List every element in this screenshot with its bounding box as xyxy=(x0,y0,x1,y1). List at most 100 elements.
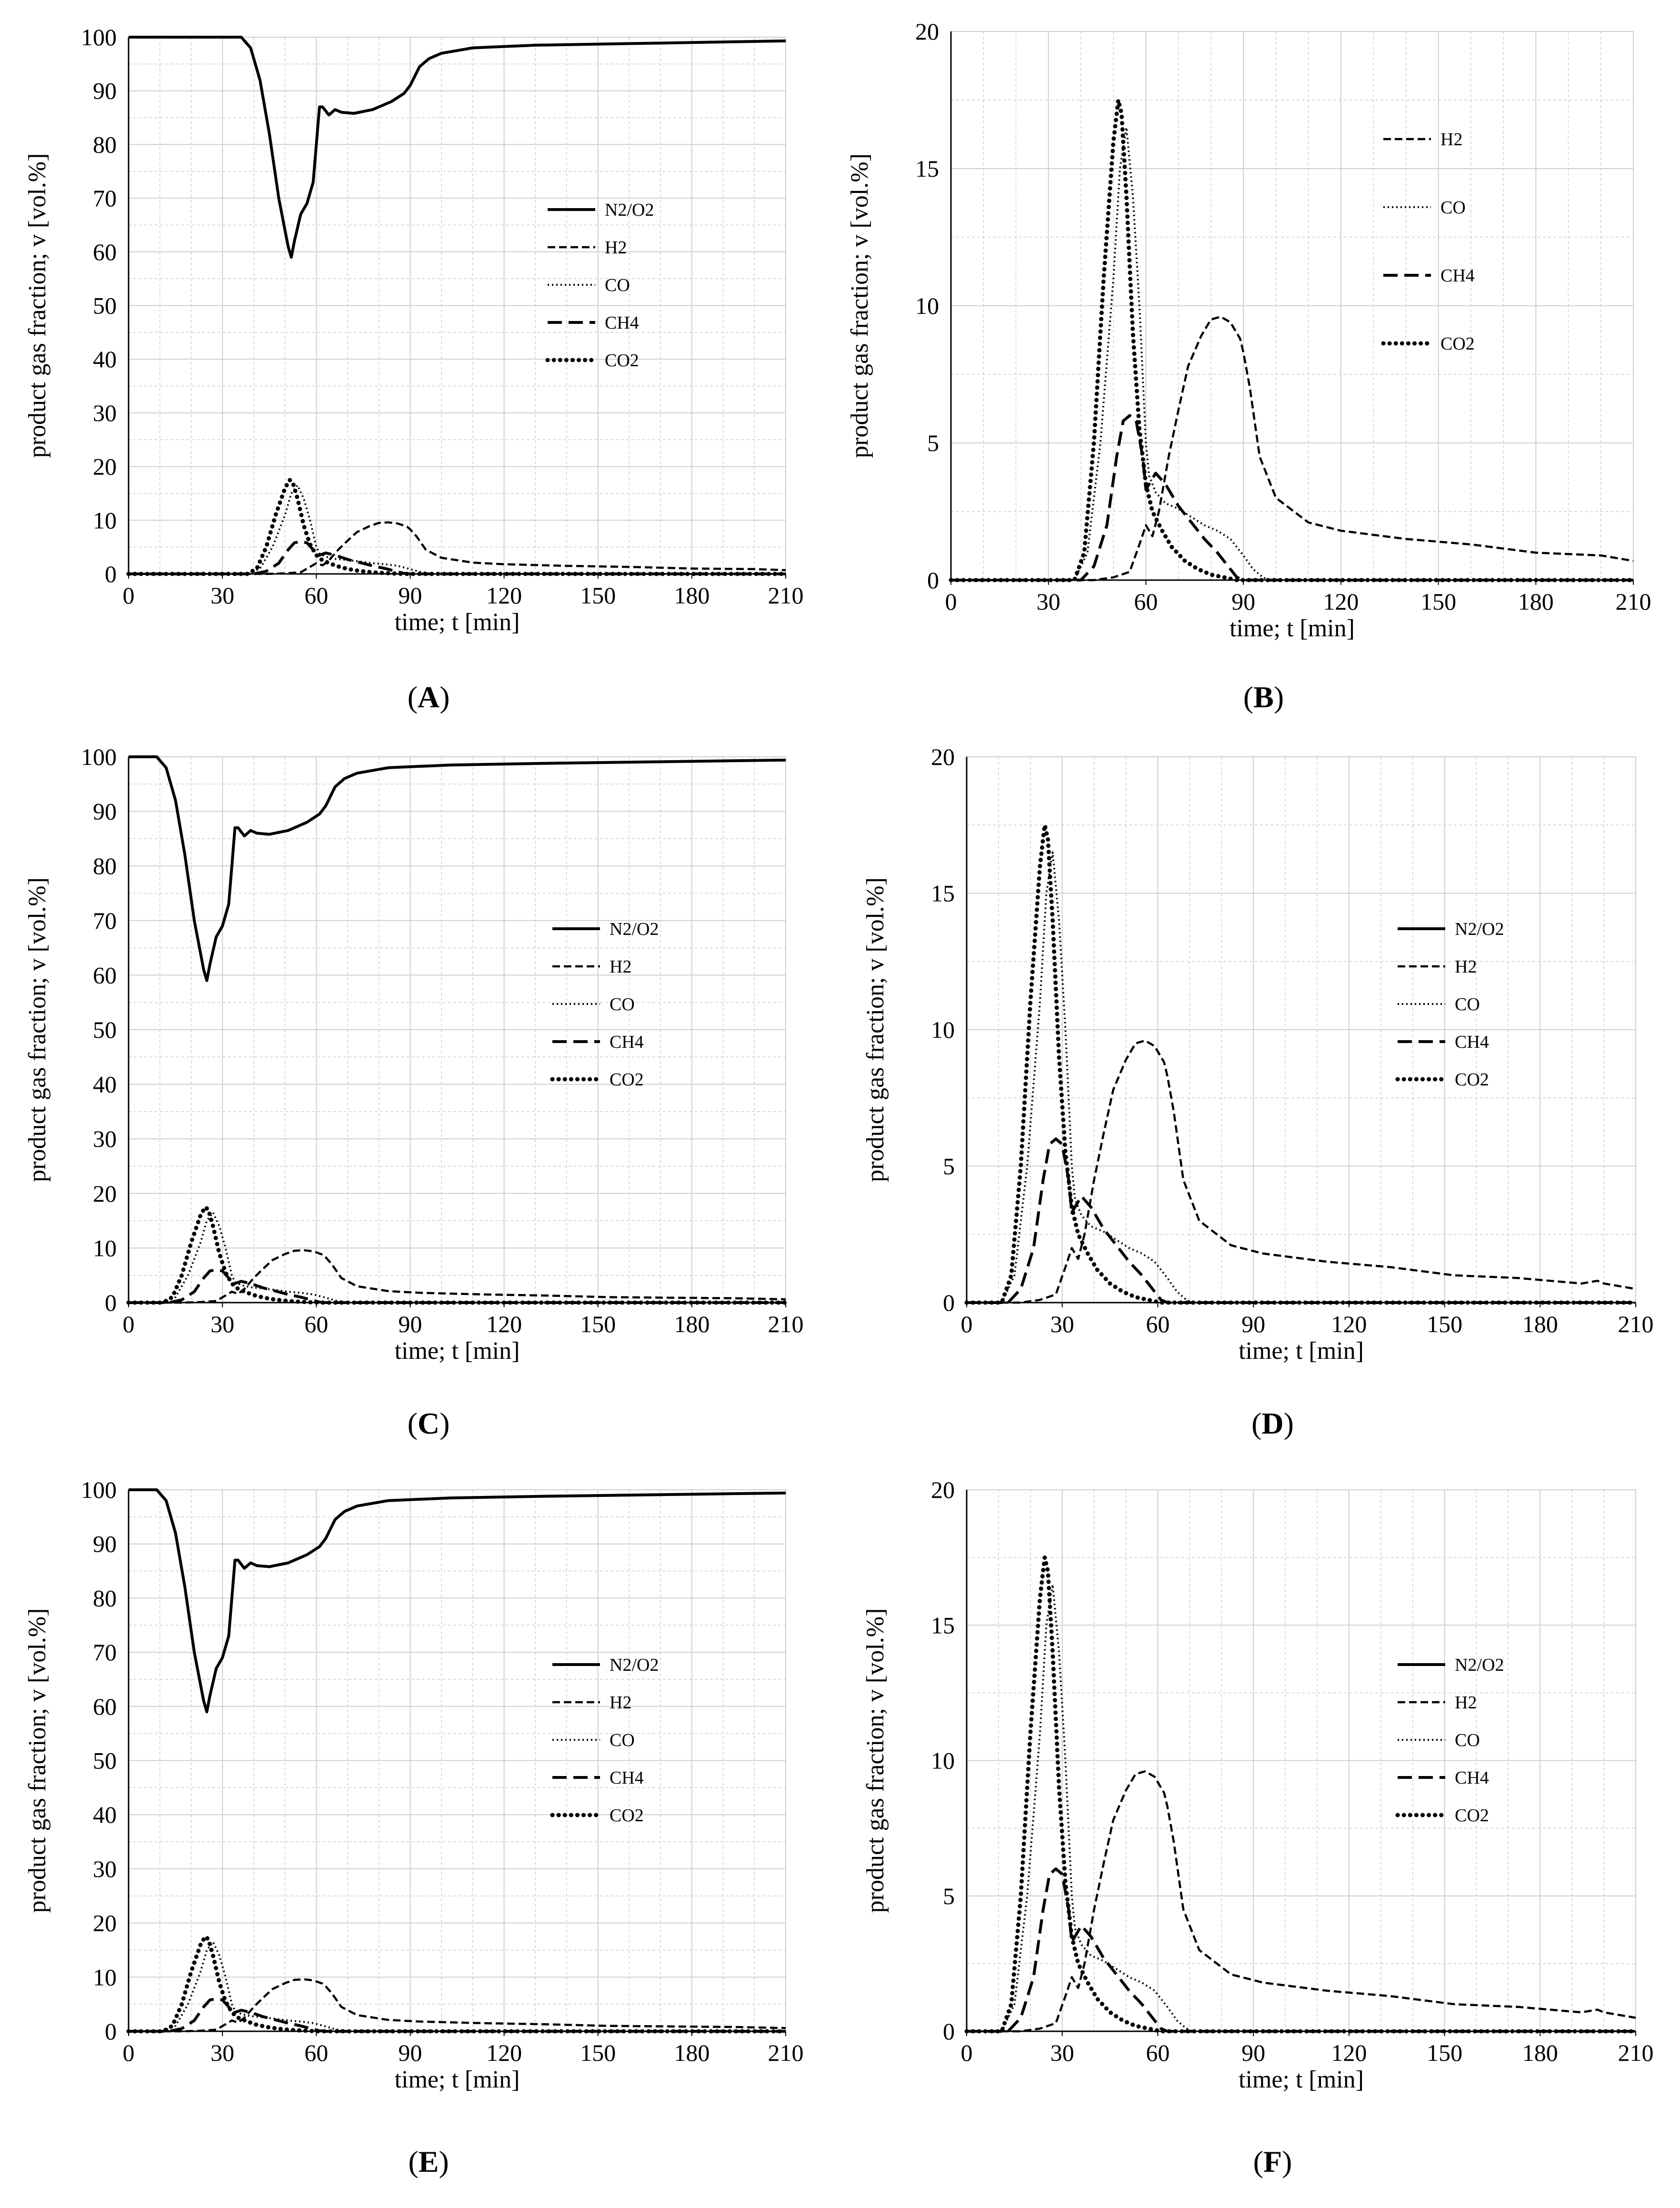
y-tick-label: 0 xyxy=(105,2018,117,2045)
y-tick-label: 50 xyxy=(93,1016,117,1043)
x-tick-label: 60 xyxy=(1146,1311,1170,1337)
x-tick-label: 30 xyxy=(1050,2039,1074,2066)
x-tick-label: 0 xyxy=(123,1311,135,1337)
series-line-co2 xyxy=(964,1555,1638,2034)
x-tick-label: 180 xyxy=(1522,2039,1558,2066)
x-tick-label: 210 xyxy=(768,1311,804,1337)
chart-panel-e: 0 30 60 90 120 150 180 210 0 10 20 30 40 50 60 70 80 90 10… xyxy=(24,1476,804,2178)
y-tick-label: 90 xyxy=(93,78,117,104)
legend-label-h2: H2 xyxy=(1455,957,1477,977)
x-tick-label: 60 xyxy=(304,1311,328,1337)
series-line-ch4 xyxy=(951,414,1633,582)
legend-label-n2-o2: N2/O2 xyxy=(1455,919,1504,939)
x-tick-label: 90 xyxy=(1241,1311,1265,1337)
y-tick-label: 5 xyxy=(943,1883,955,1909)
panel-label: (D) xyxy=(1251,1406,1294,1440)
chart-panel-a: 0 30 60 90 120 150 180 210 0 10 20 30 40 50 60 70 80 90 10… xyxy=(24,24,804,714)
legend: N2/O2 H2 CO CH4 CO2 xyxy=(1395,1655,1504,1826)
legend-label-ch4: CH4 xyxy=(610,1032,644,1052)
y-tick-label: 10 xyxy=(93,507,117,533)
x-axis-label: time; t [min] xyxy=(395,1337,520,1365)
y-tick-label: 20 xyxy=(915,18,939,45)
panel-label: (B) xyxy=(1243,680,1284,714)
x-tick-label: 180 xyxy=(674,1311,710,1337)
y-tick-label: 60 xyxy=(93,239,117,265)
y-tick-label: 15 xyxy=(931,880,955,907)
legend-label-ch4: CH4 xyxy=(1455,1032,1489,1052)
legend-label-n2-o2: N2/O2 xyxy=(610,1655,659,1675)
y-tick-label: 0 xyxy=(943,1289,955,1316)
y-tick-label: 70 xyxy=(93,907,117,934)
x-axis-label: time; t [min] xyxy=(395,609,520,636)
y-tick-label: 5 xyxy=(943,1153,955,1180)
y-tick-label: 20 xyxy=(931,1476,955,1503)
series-line-n2-o2 xyxy=(129,1488,786,1714)
x-tick-label: 120 xyxy=(486,2039,522,2066)
y-tick-label: 90 xyxy=(93,1531,117,1557)
x-tick-label: 30 xyxy=(1050,1311,1074,1337)
x-tick-label: 210 xyxy=(1618,1311,1654,1337)
legend: N2/O2 H2 CO CH4 CO2 xyxy=(545,200,654,371)
x-tick-label: 120 xyxy=(486,582,522,609)
y-tick-label: 10 xyxy=(93,1234,117,1261)
legend-label-co2: CO2 xyxy=(1440,334,1475,354)
x-tick-label: 30 xyxy=(210,582,234,609)
x-tick-label: 60 xyxy=(304,582,328,609)
y-tick-label: 100 xyxy=(81,24,117,50)
x-tick-label: 90 xyxy=(1241,2039,1265,2066)
x-tick-label: 30 xyxy=(210,2039,234,2066)
x-tick-label: 90 xyxy=(398,2039,422,2066)
series-line-co2 xyxy=(126,1934,788,2034)
x-tick-label: 60 xyxy=(1146,2039,1170,2066)
y-axis-label: product gas fraction; v [vol.%] xyxy=(862,877,889,1182)
x-tick-label: 0 xyxy=(123,582,135,609)
legend-label-h2: H2 xyxy=(1455,1693,1477,1713)
legend-label-h2: H2 xyxy=(610,957,631,977)
x-tick-label: 180 xyxy=(674,2039,710,2066)
y-tick-label: 15 xyxy=(931,1612,955,1638)
x-tick-label: 120 xyxy=(1331,1311,1367,1337)
x-tick-label: 60 xyxy=(1134,588,1158,615)
series-line-co2 xyxy=(126,1204,788,1305)
legend-label-n2-o2: N2/O2 xyxy=(605,200,654,220)
legend: H2 CO CH4 CO2 xyxy=(1381,130,1475,354)
series-line-n2-o2 xyxy=(129,36,786,259)
legend-label-ch4: CH4 xyxy=(605,313,639,333)
y-tick-label: 0 xyxy=(943,2018,955,2045)
x-tick-label: 0 xyxy=(961,1311,973,1337)
y-tick-label: 40 xyxy=(93,346,117,372)
y-tick-label: 20 xyxy=(93,1180,117,1207)
legend-label-co2: CO2 xyxy=(1455,1806,1489,1826)
x-tick-label: 150 xyxy=(1427,1311,1462,1337)
y-tick-label: 100 xyxy=(81,743,117,770)
series-line-ch4 xyxy=(967,1137,1636,1304)
y-axis-label: product gas fraction; v [vol.%] xyxy=(862,1608,889,1913)
legend-label-co: CO xyxy=(1455,1730,1480,1750)
x-tick-label: 210 xyxy=(768,2039,804,2066)
x-tick-label: 150 xyxy=(580,582,616,609)
y-tick-label: 0 xyxy=(105,1289,117,1316)
series-line-ch4 xyxy=(129,1268,786,1304)
x-axis-label: time; t [min] xyxy=(1230,615,1355,642)
y-tick-label: 20 xyxy=(93,1910,117,1937)
panel-label: (A) xyxy=(408,680,450,714)
series-line-co xyxy=(129,1941,786,2032)
legend-label-n2-o2: N2/O2 xyxy=(1455,1655,1504,1675)
legend: N2/O2 H2 CO CH4 CO2 xyxy=(1395,919,1504,1090)
legend-label-n2-o2: N2/O2 xyxy=(610,919,659,939)
legend-label-co: CO xyxy=(605,275,630,295)
chart-panel-d: 0 30 60 90 120 150 180 210 0 5 10 15 20 time; t [min]… xyxy=(862,743,1654,1440)
x-tick-label: 150 xyxy=(1420,588,1456,615)
y-tick-label: 15 xyxy=(915,155,939,182)
y-axis-label: product gas fraction; v [vol.%] xyxy=(846,153,873,458)
y-tick-label: 5 xyxy=(927,430,939,456)
series-line-n2-o2 xyxy=(129,755,786,982)
panel-label: (C) xyxy=(408,1406,450,1440)
x-tick-label: 210 xyxy=(768,582,804,609)
series-line-co2 xyxy=(949,98,1636,582)
x-tick-label: 0 xyxy=(961,2039,973,2066)
y-tick-label: 60 xyxy=(93,962,117,988)
y-tick-label: 30 xyxy=(93,1125,117,1152)
